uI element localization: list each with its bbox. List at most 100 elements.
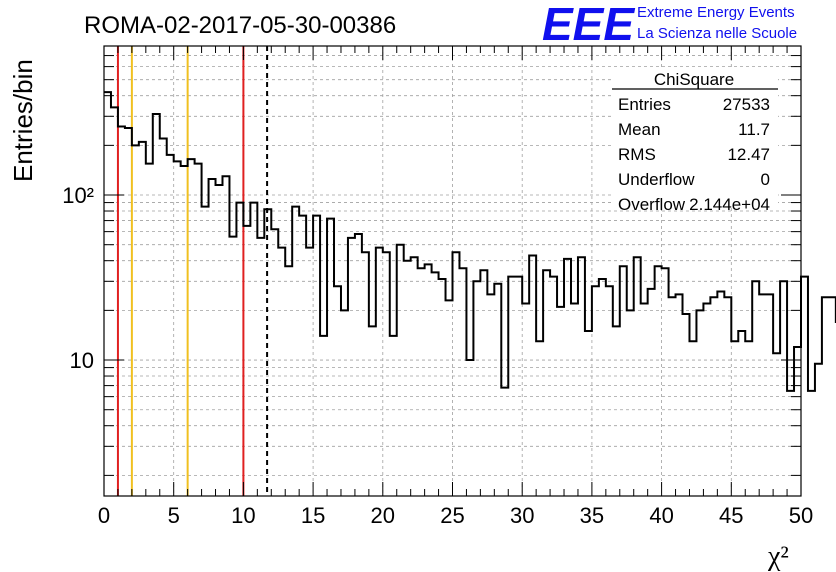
histogram-bin xyxy=(662,268,669,496)
histogram xyxy=(104,91,836,496)
histogram-bin xyxy=(397,245,404,496)
histogram-bin xyxy=(550,277,557,496)
histogram-bin xyxy=(425,264,432,496)
stats-row-value: 12.47 xyxy=(727,145,770,164)
histogram-bin xyxy=(578,257,585,496)
histogram-bin xyxy=(634,257,641,496)
histogram-bin xyxy=(808,391,815,496)
x-tick-label: 35 xyxy=(580,503,604,528)
stats-row-label: Mean xyxy=(618,120,661,139)
histogram-outline xyxy=(104,91,836,392)
x-tick-label: 5 xyxy=(168,503,180,528)
histogram-bin xyxy=(348,238,355,496)
histogram-bin xyxy=(787,391,794,496)
histogram-bin xyxy=(759,294,766,496)
histogram-bin xyxy=(146,164,153,496)
histogram-bin xyxy=(313,216,320,496)
x-tick-label: 50 xyxy=(789,503,813,528)
histogram-bin xyxy=(292,207,299,496)
stats-row-value: 0 xyxy=(761,170,770,189)
histogram-bin xyxy=(209,179,216,496)
histogram-bin xyxy=(717,292,724,496)
histogram-bin xyxy=(738,331,745,496)
x-tick-label: 30 xyxy=(510,503,534,528)
histogram-bin xyxy=(341,310,348,496)
histogram-bin xyxy=(676,294,683,496)
histogram-bin xyxy=(390,336,397,496)
histogram-bin xyxy=(585,331,592,496)
histogram-bin xyxy=(731,341,738,496)
histogram-bin xyxy=(118,127,125,496)
histogram-bin xyxy=(801,277,808,496)
stats-row-label: Overflow xyxy=(618,195,686,214)
histogram-bin xyxy=(599,279,606,496)
histogram-bin xyxy=(229,237,236,496)
histogram-bin xyxy=(766,294,773,496)
histogram-bin xyxy=(411,257,418,496)
run-title: ROMA-02-2017-05-30-00386 xyxy=(84,12,396,39)
eee-logo-text: EEE xyxy=(542,0,635,50)
histogram-bin xyxy=(139,142,146,496)
histogram-bin xyxy=(181,166,188,496)
histogram-bin xyxy=(641,304,648,496)
stats-row-value: 27533 xyxy=(723,95,770,114)
histogram-bin xyxy=(278,248,285,496)
histogram-bin xyxy=(222,176,229,496)
cut-lines xyxy=(116,46,269,496)
histogram-bin xyxy=(362,252,369,496)
histogram-bin xyxy=(557,307,564,496)
histogram-bin xyxy=(703,304,710,496)
histogram-bin xyxy=(543,270,550,496)
stats-row-value: 11.7 xyxy=(738,120,770,139)
histogram-bin xyxy=(487,294,494,496)
histogram-bin xyxy=(236,203,243,496)
logo-line-2: La Scienza nelle Scuole xyxy=(637,25,797,42)
histogram-bin xyxy=(620,266,627,496)
axes: 0 5 10 15 20 25 30 35 40 45 50 10 10² xyxy=(62,45,813,528)
histogram-bin xyxy=(696,310,703,496)
histogram-bin xyxy=(125,128,132,496)
stats-row-value: 2.144e+04 xyxy=(689,195,770,214)
histogram-bin xyxy=(529,256,536,496)
histogram-bin xyxy=(299,216,306,496)
histogram-bin xyxy=(780,281,787,496)
histogram-bin xyxy=(264,209,271,496)
histogram-bin xyxy=(446,300,453,496)
x-tick-label: 20 xyxy=(371,503,395,528)
histogram-bin xyxy=(655,266,662,496)
histogram-bin xyxy=(250,203,257,496)
histogram-bin xyxy=(188,159,195,496)
y-tick-label: 10² xyxy=(62,183,94,208)
histogram-bin xyxy=(195,164,202,496)
histogram-bin xyxy=(257,238,264,496)
histogram-bin xyxy=(648,289,655,496)
histogram-bin xyxy=(174,161,181,496)
histogram-bin xyxy=(745,341,752,496)
histogram-bin xyxy=(404,261,411,496)
histogram-bin xyxy=(815,364,822,496)
stats-title: ChiSquare xyxy=(654,70,734,89)
histogram-bin xyxy=(111,107,118,496)
x-tick-label: 10 xyxy=(231,503,255,528)
histogram-bin xyxy=(480,270,487,496)
histogram-bin xyxy=(104,92,111,496)
histogram-bin xyxy=(606,286,613,496)
histogram-bin xyxy=(752,281,759,496)
y-axis-label: Entries/bin xyxy=(8,59,38,182)
eee-logo: EEE Extreme Energy Events La Scienza nel… xyxy=(542,0,797,50)
histogram-bin xyxy=(320,336,327,496)
histogram-bin xyxy=(522,304,529,496)
stats-box: ChiSquare Entries 27533 Mean 11.7 RMS 12.47 Un… xyxy=(612,68,778,214)
stats-row-label: Underflow xyxy=(618,170,695,189)
histogram-bin xyxy=(306,248,313,496)
x-tick-label: 45 xyxy=(719,503,743,528)
x-tick-label: 25 xyxy=(440,503,464,528)
x-tick-label: 0 xyxy=(98,503,110,528)
histogram-bin xyxy=(627,310,634,496)
histogram-bin xyxy=(153,114,160,496)
stats-box-background xyxy=(612,68,778,208)
histogram-bin xyxy=(369,326,376,496)
histogram-bin xyxy=(494,284,501,496)
histogram-bin xyxy=(613,326,620,496)
